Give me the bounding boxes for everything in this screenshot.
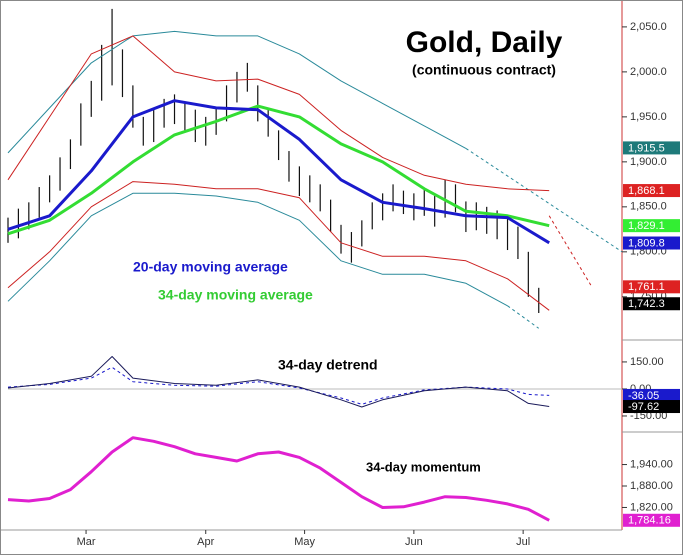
value-flag	[623, 236, 680, 250]
y-tick-label: 1,880.00	[630, 480, 673, 492]
line	[7, 181, 550, 311]
line	[507, 305, 539, 329]
y-tick-label: 1,940.00	[630, 458, 673, 470]
value-flag	[623, 141, 680, 155]
line	[7, 30, 467, 154]
line	[7, 192, 508, 307]
legend-label: 34-day moving average	[158, 287, 313, 303]
panel-label: 34-day detrend	[278, 357, 378, 373]
y-tick-label: 2,050.0	[630, 21, 667, 33]
value-flag	[623, 219, 680, 233]
y-tick-label: 2,000.0	[630, 66, 667, 78]
y-tick-label: 1,820.00	[630, 501, 673, 513]
value-flag	[623, 388, 680, 402]
value-flag-label: 1,761.1	[628, 281, 665, 293]
line	[7, 436, 550, 522]
value-flag-label: 1,829.1	[628, 220, 665, 232]
legend-label: 20-day moving average	[133, 259, 288, 275]
y-tick-label: 1,950.0	[630, 111, 667, 123]
value-flag	[623, 280, 680, 294]
y-tick-label: 150.00	[630, 356, 664, 368]
line	[7, 99, 550, 245]
value-flag-label: 1,915.5	[628, 142, 665, 154]
value-flag-label: 1,868.1	[628, 185, 665, 197]
value-flag	[623, 184, 680, 198]
value-flag	[623, 400, 680, 414]
chart-title: Gold, Daily	[406, 26, 563, 59]
line	[548, 215, 592, 286]
line	[7, 104, 550, 236]
x-tick-label: May	[294, 536, 315, 548]
value-flag-label: 1,742.3	[628, 298, 665, 310]
value-flag-label: -36.05	[628, 390, 659, 402]
x-tick-label: Jun	[405, 536, 423, 548]
y-tick-label: 1,850.0	[630, 201, 667, 213]
line	[465, 147, 623, 253]
chart-subtitle: (continuous contract)	[412, 62, 556, 78]
line	[7, 35, 550, 192]
x-tick-label: Mar	[77, 536, 96, 548]
x-tick-label: Apr	[197, 536, 214, 548]
value-flag-label: 1,784.16	[628, 515, 671, 527]
x-tick-label: Jul	[516, 536, 530, 548]
y-tick-label: 1,800.0	[630, 246, 667, 258]
y-tick-label: 1,900.0	[630, 156, 667, 168]
value-flag-label: -97.62	[628, 401, 659, 413]
panel-label: 34-day momentum	[366, 459, 481, 474]
line	[7, 356, 550, 408]
value-flag	[623, 297, 680, 311]
value-flag	[623, 513, 680, 527]
value-flag-label: 1,809.8	[628, 237, 665, 249]
